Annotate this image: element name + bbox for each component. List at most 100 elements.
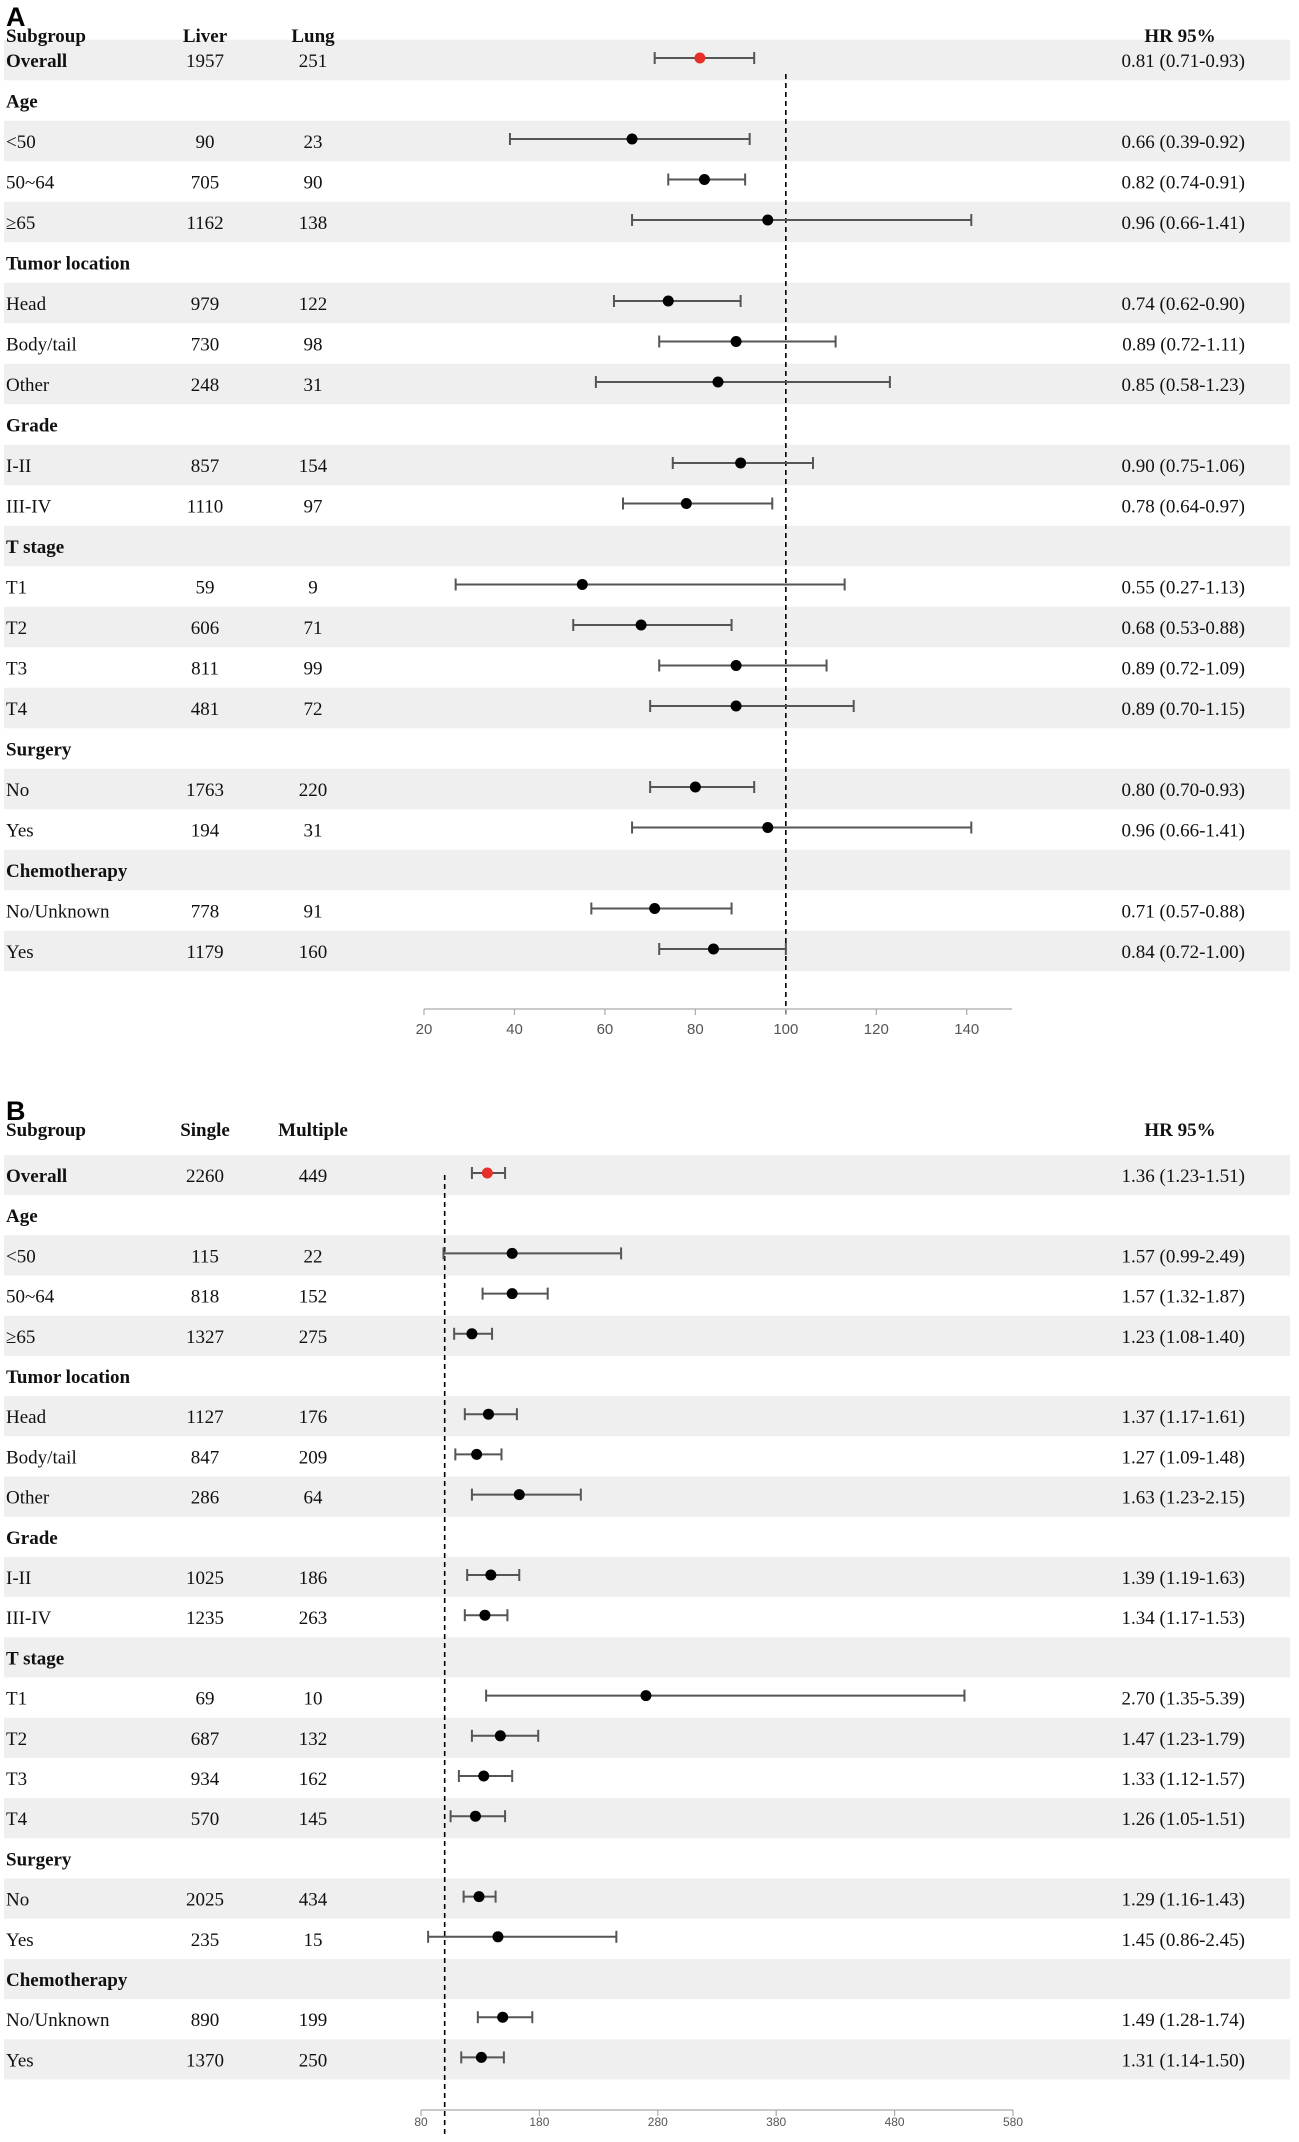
hr-ci-text: 0.68 (0.53-0.88) xyxy=(1122,618,1245,639)
row-stripe xyxy=(4,849,1290,891)
group2-count: 71 xyxy=(304,618,323,639)
x-tick-label: 480 xyxy=(885,2115,905,2129)
subgroup-label: Overall xyxy=(6,51,67,72)
subgroup-label: 50~64 xyxy=(6,1287,55,1308)
group2-count: 22 xyxy=(304,1246,323,1267)
hr-ci-text: 0.90 (0.75-1.06) xyxy=(1122,456,1245,477)
subgroup-label: Body/tail xyxy=(6,1447,77,1468)
group1-count: 1025 xyxy=(186,1568,224,1589)
subgroup-label: T4 xyxy=(6,1809,28,1830)
row-stripe xyxy=(4,1396,1290,1437)
hr-ci-text: 1.57 (1.32-1.87) xyxy=(1122,1287,1245,1308)
subgroup-header: Surgery xyxy=(6,740,72,761)
hr-ci-text: 0.82 (0.74-0.91) xyxy=(1122,173,1245,194)
hr-point xyxy=(730,660,742,671)
hr-ci-text: 1.47 (1.23-1.79) xyxy=(1122,1729,1245,1750)
subgroup-label: Other xyxy=(6,375,50,396)
group1-count: 705 xyxy=(191,173,220,194)
hr-point xyxy=(473,1891,485,1903)
row-stripe xyxy=(4,282,1290,324)
subgroup-header: Chemotherapy xyxy=(6,1970,128,1991)
x-tick-label: 120 xyxy=(864,1021,889,1038)
hr-ci-text: 1.26 (1.05-1.51) xyxy=(1122,1809,1245,1830)
hr-point xyxy=(662,295,674,307)
subgroup-label: Other xyxy=(6,1488,50,1509)
hr-ci-text: 0.89 (0.72-1.09) xyxy=(1122,659,1245,680)
hr-ci-text: 1.57 (0.99-2.49) xyxy=(1122,1246,1245,1267)
group2-count: 434 xyxy=(299,1890,328,1911)
group1-count: 69 xyxy=(196,1689,215,1710)
subgroup-header: Tumor location xyxy=(6,254,130,275)
group2-count: 138 xyxy=(299,213,328,234)
group1-count: 1110 xyxy=(187,497,224,518)
hr-point xyxy=(492,1931,504,1943)
hr-point xyxy=(469,1810,481,1822)
x-tick-label: 80 xyxy=(414,2115,428,2129)
hr-ci-text: 1.27 (1.09-1.48) xyxy=(1122,1447,1245,1468)
hr-point xyxy=(730,700,742,712)
group2-count: 91 xyxy=(304,902,323,923)
subgroup-label: No xyxy=(6,1890,29,1911)
subgroup-label: ≥65 xyxy=(6,213,35,234)
subgroup-label: T2 xyxy=(6,618,27,639)
subgroup-label: T3 xyxy=(6,1769,27,1790)
subgroup-header: Tumor location xyxy=(6,1367,130,1388)
hr-ci-text: 0.96 (0.66-1.41) xyxy=(1122,213,1245,234)
group1-count: 59 xyxy=(196,578,215,599)
subgroup-label: Yes xyxy=(6,2050,34,2071)
hr-point xyxy=(576,579,588,590)
hr-point xyxy=(680,498,692,509)
hr-ci-text: 0.74 (0.62-0.90) xyxy=(1122,294,1245,315)
hr-ci-text: 1.29 (1.16-1.43) xyxy=(1122,1890,1245,1911)
hr-ci-text: 1.49 (1.28-1.74) xyxy=(1122,2010,1245,2031)
hr-ci-text: 0.89 (0.70-1.15) xyxy=(1122,699,1245,720)
hr-point xyxy=(482,1408,494,1420)
subgroup-label: III-IV xyxy=(6,1608,52,1629)
subgroup-label: T3 xyxy=(6,659,27,680)
subgroup-label: Yes xyxy=(6,821,34,842)
hr-point xyxy=(506,1288,518,1300)
row-stripe xyxy=(4,1958,1290,2000)
row-stripe xyxy=(4,201,1290,243)
row-stripe xyxy=(4,525,1290,567)
column-header-hr: HR 95% xyxy=(1144,26,1215,47)
group1-count: 286 xyxy=(191,1488,220,1509)
group1-count: 890 xyxy=(191,2010,220,2031)
hr-point xyxy=(712,376,724,388)
group2-count: 162 xyxy=(299,1769,328,1790)
subgroup-label: <50 xyxy=(6,1246,36,1267)
group1-count: 1162 xyxy=(186,213,223,234)
hr-ci-text: 2.70 (1.35-5.39) xyxy=(1122,1689,1245,1710)
group1-count: 934 xyxy=(191,1769,220,1790)
group1-count: 857 xyxy=(191,456,220,477)
hr-point xyxy=(478,1770,490,1782)
row-stripe xyxy=(4,1154,1290,1196)
row-stripe xyxy=(4,1637,1290,1678)
hr-ci-text: 0.71 (0.57-0.88) xyxy=(1122,902,1245,923)
hr-point xyxy=(475,2051,487,2063)
row-stripe xyxy=(4,1717,1290,1758)
group2-count: 154 xyxy=(299,456,328,477)
hr-ci-text: 0.89 (0.72-1.11) xyxy=(1122,335,1245,356)
hr-ci-text: 1.63 (1.23-2.15) xyxy=(1122,1488,1245,1509)
group2-count: 160 xyxy=(299,942,328,963)
row-stripe xyxy=(4,768,1290,810)
subgroup-label: ≥65 xyxy=(6,1327,35,1348)
hr-point xyxy=(707,943,719,955)
hr-ci-text: 0.80 (0.70-0.93) xyxy=(1122,780,1245,801)
group2-count: 9 xyxy=(308,578,318,599)
group1-count: 115 xyxy=(191,1246,219,1267)
group1-count: 606 xyxy=(191,618,220,639)
group1-count: 570 xyxy=(191,1809,220,1830)
group2-count: 251 xyxy=(299,51,328,72)
column-header-hr: HR 95% xyxy=(1144,1120,1215,1141)
group1-count: 2260 xyxy=(186,1166,224,1187)
x-tick-label: 100 xyxy=(773,1021,798,1038)
hr-point xyxy=(497,2011,509,2023)
hr-ci-text: 0.66 (0.39-0.92) xyxy=(1122,132,1245,153)
hr-point xyxy=(494,1730,506,1742)
group1-count: 1957 xyxy=(186,51,224,72)
x-tick-label: 80 xyxy=(687,1021,704,1038)
group1-count: 2025 xyxy=(186,1890,224,1911)
